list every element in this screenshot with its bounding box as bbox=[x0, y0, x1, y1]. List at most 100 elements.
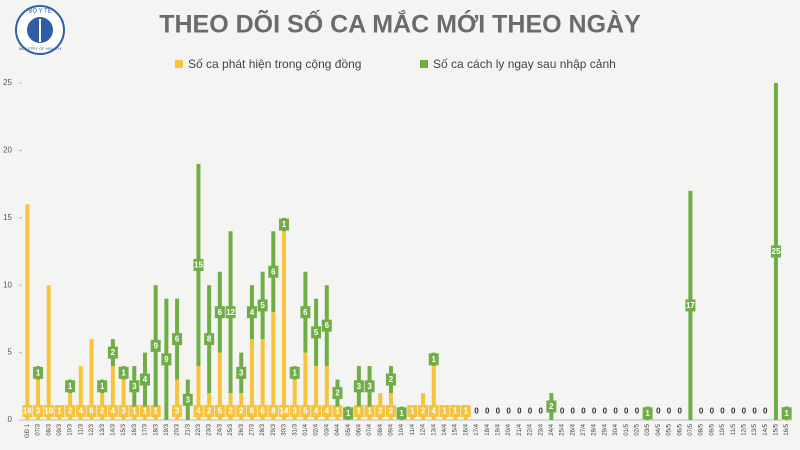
x-tick-label: 22/4 bbox=[528, 423, 534, 435]
data-label: 0 bbox=[496, 407, 501, 416]
x-tick-label: 20/4 bbox=[506, 423, 512, 435]
x-tick-label: 08/3 bbox=[46, 423, 52, 435]
x-tick-label: 25/3 bbox=[228, 423, 234, 435]
x-tick-label: 04/5 bbox=[656, 423, 662, 435]
x-tick-label: 11/3 bbox=[78, 423, 84, 435]
x-tick-label: 23/4 bbox=[538, 423, 544, 435]
label-box bbox=[172, 405, 183, 417]
bar-segment bbox=[89, 339, 94, 420]
data-label: 6 bbox=[250, 407, 255, 416]
legend-label: Số ca cách ly ngay sau nhập cảnh bbox=[433, 57, 616, 71]
x-tick-label: 09/3 bbox=[57, 423, 63, 435]
data-label: 0 bbox=[667, 407, 672, 416]
data-label: 3 bbox=[292, 407, 297, 416]
label-box bbox=[375, 405, 386, 417]
data-label: 3 bbox=[121, 407, 126, 416]
y-tick-label: 25 bbox=[3, 78, 12, 87]
data-label: 16 bbox=[23, 407, 32, 416]
data-label: 1 bbox=[367, 407, 372, 416]
data-label: 6 bbox=[271, 267, 276, 276]
data-label: 0 bbox=[528, 407, 533, 416]
label-box bbox=[332, 387, 343, 400]
bar-segment bbox=[314, 366, 319, 420]
label-box bbox=[97, 405, 108, 417]
label-box bbox=[150, 405, 161, 417]
label-box bbox=[204, 405, 215, 417]
y-tick-label: 0 bbox=[8, 415, 13, 424]
label-box bbox=[311, 326, 322, 339]
label-box bbox=[642, 407, 653, 420]
data-label: 5 bbox=[303, 407, 308, 416]
label-box bbox=[385, 405, 396, 417]
label-box bbox=[364, 380, 375, 393]
label-box bbox=[193, 405, 204, 417]
label-box bbox=[182, 393, 193, 406]
x-tick-label: 15/5 bbox=[774, 423, 780, 435]
x-tick-label: 15/3 bbox=[121, 423, 127, 435]
x-tick-label: 08/5 bbox=[699, 423, 705, 435]
label-box bbox=[86, 405, 97, 417]
label-box bbox=[54, 405, 65, 417]
data-label: 4 bbox=[432, 407, 437, 416]
bar-segment bbox=[121, 379, 126, 420]
logo-bottom: MINISTRY OF HEALTH bbox=[19, 46, 61, 51]
label-box bbox=[139, 373, 150, 386]
label-box bbox=[236, 366, 247, 379]
data-label: 6 bbox=[175, 335, 180, 344]
x-tick-label: 16/5 bbox=[784, 423, 790, 435]
data-label: 1 bbox=[432, 355, 437, 364]
bar-segment bbox=[46, 285, 51, 420]
data-label: 3 bbox=[367, 382, 372, 391]
data-label: 6 bbox=[89, 407, 94, 416]
data-label: 0 bbox=[603, 407, 608, 416]
label-box bbox=[268, 265, 279, 278]
data-label: 1 bbox=[442, 407, 447, 416]
x-tick-label: 10/5 bbox=[720, 423, 726, 435]
label-box bbox=[33, 405, 44, 417]
data-label: 2 bbox=[68, 407, 73, 416]
x-tick-label: 24/4 bbox=[549, 423, 555, 435]
label-box bbox=[236, 405, 247, 417]
data-label: 2 bbox=[111, 348, 116, 357]
data-label: 3 bbox=[132, 382, 137, 391]
x-tick-label: 16/4 bbox=[463, 423, 469, 435]
x-tick-label: 12/3 bbox=[89, 423, 95, 435]
label-box bbox=[279, 405, 290, 417]
data-label: 1 bbox=[645, 409, 650, 418]
data-label: 2 bbox=[239, 407, 244, 416]
x-tick-label: 29/3 bbox=[271, 423, 277, 435]
label-box bbox=[289, 366, 300, 379]
data-label: 2 bbox=[389, 375, 394, 384]
label-box bbox=[546, 400, 557, 413]
x-tick-label: 14/5 bbox=[763, 423, 769, 435]
data-label: 1 bbox=[784, 409, 789, 418]
legend-swatch bbox=[420, 60, 428, 68]
x-tick-label: 01/4 bbox=[303, 423, 309, 435]
data-label: 0 bbox=[560, 407, 565, 416]
label-box bbox=[193, 258, 204, 271]
x-tick-label: 07/4 bbox=[367, 423, 373, 435]
x-tick-label: 10/3 bbox=[68, 423, 74, 435]
x-tick-label: 18/4 bbox=[485, 423, 491, 435]
label-box bbox=[332, 405, 343, 417]
label-box bbox=[685, 299, 696, 312]
x-tick-label: 03/5 bbox=[645, 423, 651, 435]
label-box bbox=[97, 380, 108, 393]
x-tick-label: 12/5 bbox=[741, 423, 747, 435]
x-tick-label: 05/5 bbox=[667, 423, 673, 435]
data-label: 1 bbox=[121, 368, 126, 377]
label-box bbox=[257, 405, 268, 417]
x-tick-label: 05/4 bbox=[346, 423, 352, 435]
x-tick-label: 21/4 bbox=[517, 423, 523, 435]
data-label: 5 bbox=[314, 328, 319, 337]
label-box bbox=[396, 407, 407, 420]
label-box bbox=[65, 380, 76, 393]
data-label: 1 bbox=[464, 407, 469, 416]
label-box bbox=[33, 366, 44, 379]
data-label: 0 bbox=[474, 407, 479, 416]
x-tick-label: 19/4 bbox=[495, 423, 501, 435]
x-tick-label: 02/5 bbox=[635, 423, 641, 435]
x-tick-label: 27/4 bbox=[581, 423, 587, 435]
data-label: 1 bbox=[346, 409, 351, 418]
data-label: 3 bbox=[186, 395, 191, 404]
